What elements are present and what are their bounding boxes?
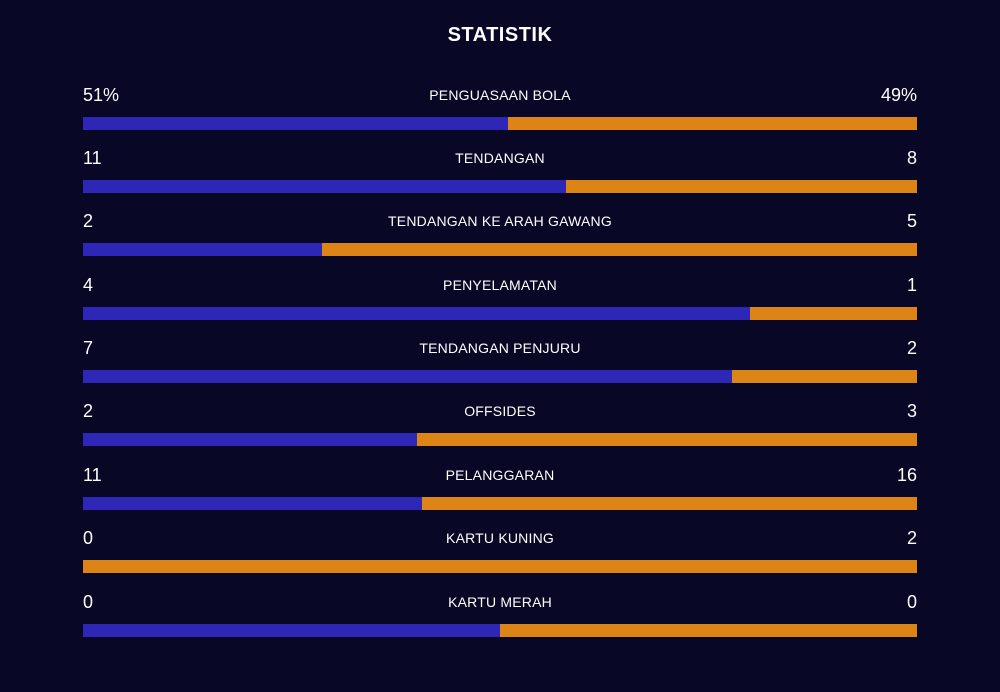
home-value: 51% bbox=[83, 85, 120, 105]
away-value: 1 bbox=[906, 275, 917, 295]
away-bar-segment bbox=[500, 624, 917, 637]
stat-row-shots: 11 TENDANGAN 8 bbox=[83, 146, 917, 200]
home-value: 11 bbox=[83, 465, 102, 485]
stat-row-fouls: 11 PELANGGARAN 16 bbox=[83, 463, 917, 517]
home-value: 2 bbox=[83, 211, 94, 231]
stat-label: PELANGGARAN bbox=[445, 467, 555, 483]
stat-row-possession: 51% PENGUASAAN BOLA 49% bbox=[83, 83, 917, 137]
home-value: 2 bbox=[83, 401, 94, 421]
away-bar-segment bbox=[565, 180, 917, 193]
stat-row-yellow-cards: 0 KARTU KUNING 2 bbox=[83, 526, 917, 580]
away-bar-segment bbox=[750, 307, 917, 320]
home-bar-segment bbox=[83, 497, 423, 510]
stat-label: KARTU KUNING bbox=[446, 530, 554, 546]
away-value: 49% bbox=[880, 85, 917, 105]
stat-label: TENDANGAN bbox=[455, 150, 545, 166]
stat-values: 2 OFFSIDES 3 bbox=[83, 399, 917, 423]
away-value: 0 bbox=[906, 592, 917, 612]
home-bar-segment bbox=[83, 624, 500, 637]
away-value: 3 bbox=[906, 401, 917, 421]
home-bar-segment bbox=[83, 243, 322, 256]
comparison-bar bbox=[83, 243, 917, 256]
comparison-bar bbox=[83, 624, 917, 637]
away-bar-segment bbox=[321, 243, 917, 256]
stat-label: PENYELAMATAN bbox=[443, 277, 557, 293]
stat-label: TENDANGAN KE ARAH GAWANG bbox=[388, 213, 612, 229]
away-bar-segment bbox=[422, 497, 917, 510]
stat-label: KARTU MERAH bbox=[448, 594, 552, 610]
stat-row-corners: 7 TENDANGAN PENJURU 2 bbox=[83, 336, 917, 390]
stat-values: 0 KARTU MERAH 0 bbox=[83, 590, 917, 614]
stat-values: 11 TENDANGAN 8 bbox=[83, 146, 917, 170]
comparison-bar bbox=[83, 117, 917, 130]
home-value: 4 bbox=[83, 275, 94, 295]
away-value: 16 bbox=[896, 465, 917, 485]
stat-values: 4 PENYELAMATAN 1 bbox=[83, 273, 917, 297]
home-bar-segment bbox=[83, 180, 566, 193]
stat-label: TENDANGAN PENJURU bbox=[419, 340, 581, 356]
stat-values: 2 TENDANGAN KE ARAH GAWANG 5 bbox=[83, 209, 917, 233]
away-bar-segment bbox=[508, 117, 917, 130]
away-value: 2 bbox=[906, 338, 917, 358]
home-value: 11 bbox=[83, 148, 102, 168]
home-value: 0 bbox=[83, 592, 94, 612]
away-value: 2 bbox=[906, 528, 917, 548]
stat-row-red-cards: 0 KARTU MERAH 0 bbox=[83, 590, 917, 644]
stat-values: 0 KARTU KUNING 2 bbox=[83, 526, 917, 550]
stat-values: 51% PENGUASAAN BOLA 49% bbox=[83, 83, 917, 107]
comparison-bar bbox=[83, 497, 917, 510]
home-bar-segment bbox=[83, 117, 509, 130]
stat-label: OFFSIDES bbox=[464, 403, 536, 419]
away-bar-segment bbox=[83, 560, 917, 573]
home-bar-segment bbox=[83, 307, 751, 320]
home-value: 7 bbox=[83, 338, 94, 358]
away-bar-segment bbox=[731, 370, 917, 383]
comparison-bar bbox=[83, 370, 917, 383]
stat-label: PENGUASAAN BOLA bbox=[429, 87, 571, 103]
comparison-bar bbox=[83, 180, 917, 193]
comparison-bar bbox=[83, 433, 917, 446]
away-value: 5 bbox=[906, 211, 917, 231]
away-value: 8 bbox=[906, 148, 917, 168]
home-value: 0 bbox=[83, 528, 94, 548]
away-bar-segment bbox=[416, 433, 917, 446]
stat-values: 7 TENDANGAN PENJURU 2 bbox=[83, 336, 917, 360]
comparison-bar bbox=[83, 307, 917, 320]
stat-values: 11 PELANGGARAN 16 bbox=[83, 463, 917, 487]
panel-title: STATISTIK bbox=[447, 24, 553, 46]
stat-row-shots-on-target: 2 TENDANGAN KE ARAH GAWANG 5 bbox=[83, 209, 917, 263]
home-bar-segment bbox=[83, 433, 417, 446]
stat-row-saves: 4 PENYELAMATAN 1 bbox=[83, 273, 917, 327]
home-bar-segment bbox=[83, 370, 732, 383]
stat-row-offsides: 2 OFFSIDES 3 bbox=[83, 399, 917, 453]
comparison-bar bbox=[83, 560, 917, 573]
